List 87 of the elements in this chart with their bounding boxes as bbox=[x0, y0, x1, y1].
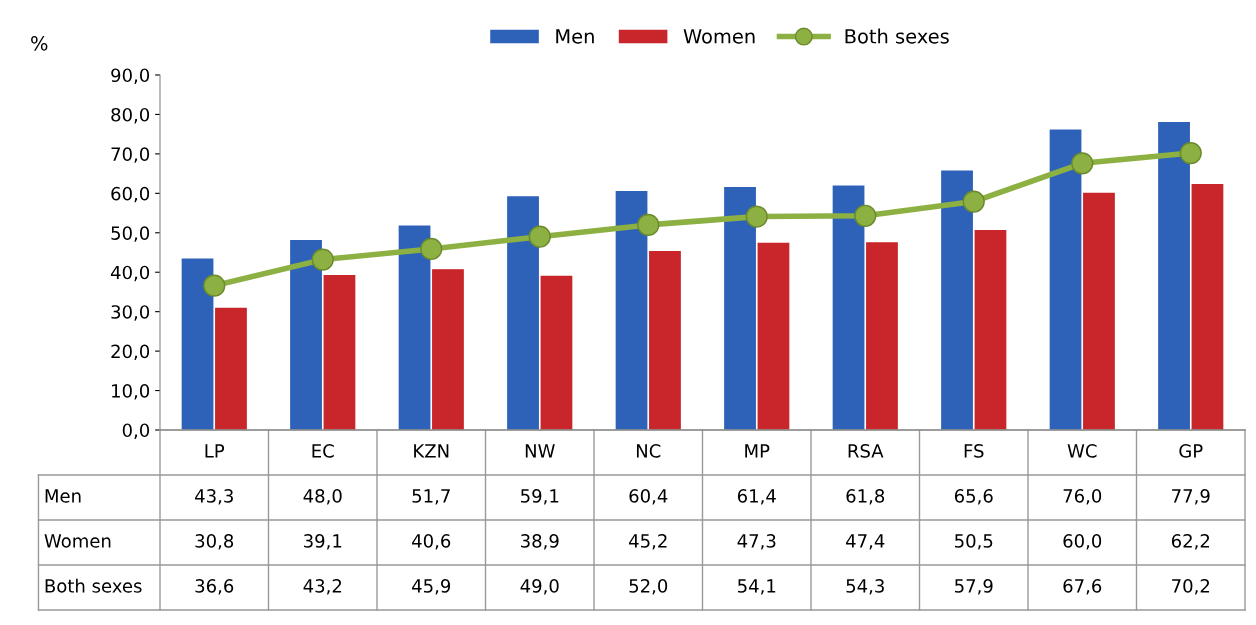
data-label: 60,4 bbox=[629, 489, 668, 505]
y-tick-label: 70,0 bbox=[111, 147, 150, 163]
text: Men bbox=[45, 489, 81, 503]
data-label: 30,8 bbox=[195, 534, 234, 550]
data-label: 48,0 bbox=[303, 489, 342, 505]
y-tick-label: 90,0 bbox=[111, 68, 150, 84]
bar bbox=[323, 275, 356, 430]
data-label: 61,4 bbox=[737, 489, 776, 505]
x-tick-label: NW bbox=[525, 444, 555, 458]
data-label: 60,0 bbox=[1063, 534, 1102, 550]
point bbox=[1179, 141, 1202, 165]
data-label: 61,8 bbox=[846, 489, 885, 505]
bar bbox=[398, 225, 431, 430]
y-tick-label: 80,0 bbox=[111, 107, 150, 124]
x-tick-label: EC bbox=[312, 444, 334, 458]
data-label: 36,6 bbox=[195, 579, 234, 595]
data-label: 39,1 bbox=[304, 534, 342, 550]
bar bbox=[866, 242, 898, 430]
x-tick-label: LP bbox=[205, 444, 225, 458]
data-label: 67,6 bbox=[1063, 579, 1102, 595]
data-label: 47,3 bbox=[737, 534, 776, 550]
data-label: 40,6 bbox=[412, 534, 451, 550]
bar bbox=[832, 185, 865, 430]
data-label: 45,9 bbox=[412, 579, 451, 595]
bar bbox=[974, 230, 1007, 430]
y-tick-label: 10,0 bbox=[112, 384, 150, 400]
legend-label: Men bbox=[556, 29, 594, 44]
x-tick-label: FS bbox=[964, 444, 984, 458]
y-axis-title: % bbox=[31, 35, 48, 51]
x-tick-label: RSA bbox=[848, 444, 884, 458]
x-tick-label: MP bbox=[745, 444, 770, 458]
legend-label: Both sexes bbox=[845, 28, 949, 44]
x-tick-label: GP bbox=[1179, 444, 1203, 458]
bar bbox=[540, 275, 573, 430]
data-label: 43,3 bbox=[195, 489, 233, 505]
point bbox=[528, 225, 551, 248]
bar bbox=[1191, 183, 1224, 430]
bar bbox=[757, 242, 790, 430]
bar bbox=[1158, 122, 1190, 430]
data-label: 49,0 bbox=[520, 579, 559, 595]
bar bbox=[215, 307, 247, 430]
y-tick-label: 60,0 bbox=[111, 186, 150, 203]
data-label: 38,9 bbox=[521, 534, 559, 550]
data-label: 51,7 bbox=[412, 489, 450, 505]
data-label: 54,1 bbox=[738, 579, 776, 595]
bar bbox=[724, 187, 756, 430]
bar bbox=[941, 170, 973, 430]
data-label: 62,2 bbox=[1171, 534, 1210, 550]
data-label: 47,4 bbox=[846, 534, 885, 550]
point bbox=[420, 237, 443, 261]
point bbox=[854, 204, 877, 227]
data-label: 65,6 bbox=[954, 489, 993, 505]
data-label: 76,0 bbox=[1063, 489, 1102, 505]
point bbox=[962, 190, 985, 213]
point bbox=[1071, 152, 1094, 175]
x-tick-label: NC bbox=[636, 444, 661, 458]
data-label: 57,9 bbox=[955, 579, 993, 595]
bar bbox=[649, 251, 681, 430]
data-label: 59,1 bbox=[521, 489, 559, 505]
x-tick-label: KZN bbox=[414, 444, 449, 458]
point bbox=[311, 248, 334, 271]
data-label: 77,9 bbox=[1172, 489, 1210, 505]
data-label: 54,3 bbox=[846, 579, 884, 595]
bar bbox=[1083, 192, 1115, 430]
y-tick-label: 20,0 bbox=[111, 344, 150, 361]
y-tick-label: 0,0 bbox=[122, 423, 150, 439]
y-tick-label: 30,0 bbox=[111, 305, 150, 321]
bar bbox=[615, 191, 648, 430]
data-label: 45,2 bbox=[629, 534, 667, 550]
x-tick-label: WC bbox=[1067, 444, 1097, 458]
text: Women bbox=[44, 534, 111, 548]
text: Both sexes bbox=[45, 578, 142, 593]
data-label: 70,2 bbox=[1172, 579, 1210, 595]
y-tick-label: 50,0 bbox=[111, 226, 150, 242]
point bbox=[203, 274, 226, 297]
data-label: 43,2 bbox=[303, 579, 342, 595]
data-label: 52,0 bbox=[629, 579, 668, 595]
bar bbox=[1049, 129, 1082, 430]
data-label: 50,5 bbox=[955, 534, 993, 550]
bar bbox=[290, 239, 322, 430]
bar bbox=[181, 258, 214, 430]
bar bbox=[432, 269, 464, 430]
y-tick-label: 40,0 bbox=[110, 265, 150, 282]
legend-label: Women bbox=[683, 29, 755, 44]
bar bbox=[507, 196, 539, 430]
point bbox=[637, 213, 660, 237]
point bbox=[745, 205, 768, 228]
